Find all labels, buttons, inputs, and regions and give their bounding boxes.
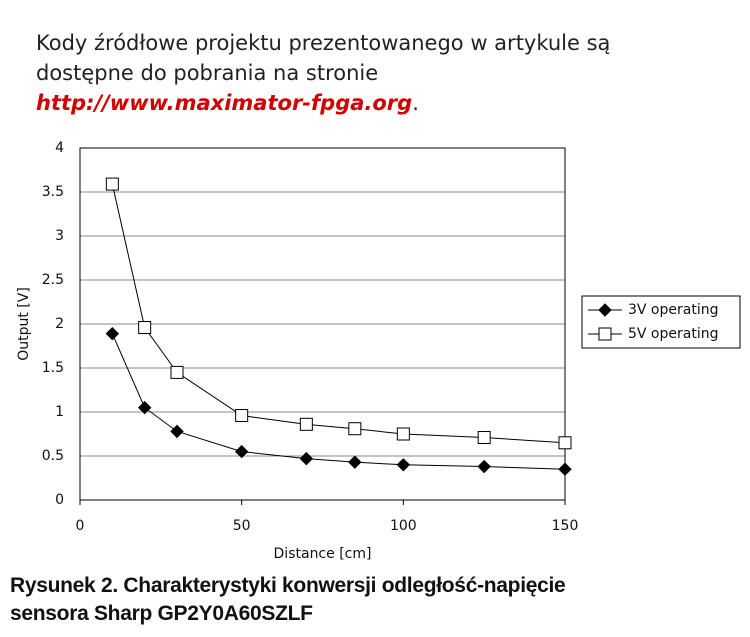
marker	[348, 455, 362, 469]
marker	[348, 422, 362, 436]
marker	[105, 177, 119, 191]
marker	[396, 427, 410, 441]
caption-line: sensora Sharp GP2Y0A60SZLF	[10, 602, 313, 625]
plot-frame	[79, 147, 566, 501]
intro-line: dostępne do pobrania na stronie	[36, 61, 379, 85]
y-tick-label: 0	[55, 492, 64, 508]
y-tick-label: 3	[55, 228, 64, 244]
marker	[170, 365, 184, 379]
intro-end: .	[412, 91, 419, 115]
marker	[105, 326, 120, 341]
chart: 0 0.5 1 1.5 2 2.5 3 3.5 4 0 50 100 150 Distance [cm] O…	[16, 140, 741, 562]
marker	[396, 458, 411, 472]
marker	[598, 303, 612, 317]
marker	[477, 431, 491, 445]
marker	[138, 321, 152, 335]
series-line	[111, 183, 566, 444]
marker	[299, 451, 314, 466]
y-tick-label: 4	[55, 140, 64, 156]
y-tick-label: 2.5	[42, 272, 64, 288]
series-line	[111, 333, 566, 470]
y-tick-label: 3.5	[42, 184, 64, 200]
y-tick-label: 1.5	[42, 360, 64, 376]
marker	[299, 417, 313, 431]
marker	[558, 436, 572, 450]
marker	[558, 462, 572, 476]
x-axis-title: Distance [cm]	[274, 546, 372, 562]
x-tick-label: 150	[552, 518, 579, 534]
legend-label: 3V operating	[628, 302, 718, 318]
y-tick-label: 0.5	[42, 448, 64, 464]
marker	[477, 459, 491, 474]
x-tick-label: 100	[390, 518, 417, 534]
y-tick-label: 1	[55, 404, 64, 420]
y-axis-title: Output [V]	[16, 287, 32, 361]
marker	[598, 327, 612, 341]
x-tick-label: 50	[233, 518, 251, 534]
marker	[234, 444, 249, 459]
caption-line: Rysunek 2. Charakterystyki konwersji odl…	[10, 574, 566, 597]
marker	[235, 409, 249, 423]
intro-line: http://www.maximator-fpga.org.	[36, 88, 610, 118]
link[interactable]: http://www.maximator-fpga.org	[36, 91, 413, 115]
intro-line: Kody źródłowe projektu prezentowanego w …	[36, 31, 611, 55]
marker	[170, 424, 184, 439]
caption: Rysunek 2. Charakterystyki konwersji odl…	[10, 572, 566, 628]
legend-label: 5V operating	[628, 326, 718, 342]
intro: Kody źródłowe projektu prezentowanego w …	[36, 28, 610, 118]
y-tick-label: 2	[55, 316, 64, 332]
x-tick-label: 0	[76, 518, 85, 534]
marker	[137, 400, 152, 415]
